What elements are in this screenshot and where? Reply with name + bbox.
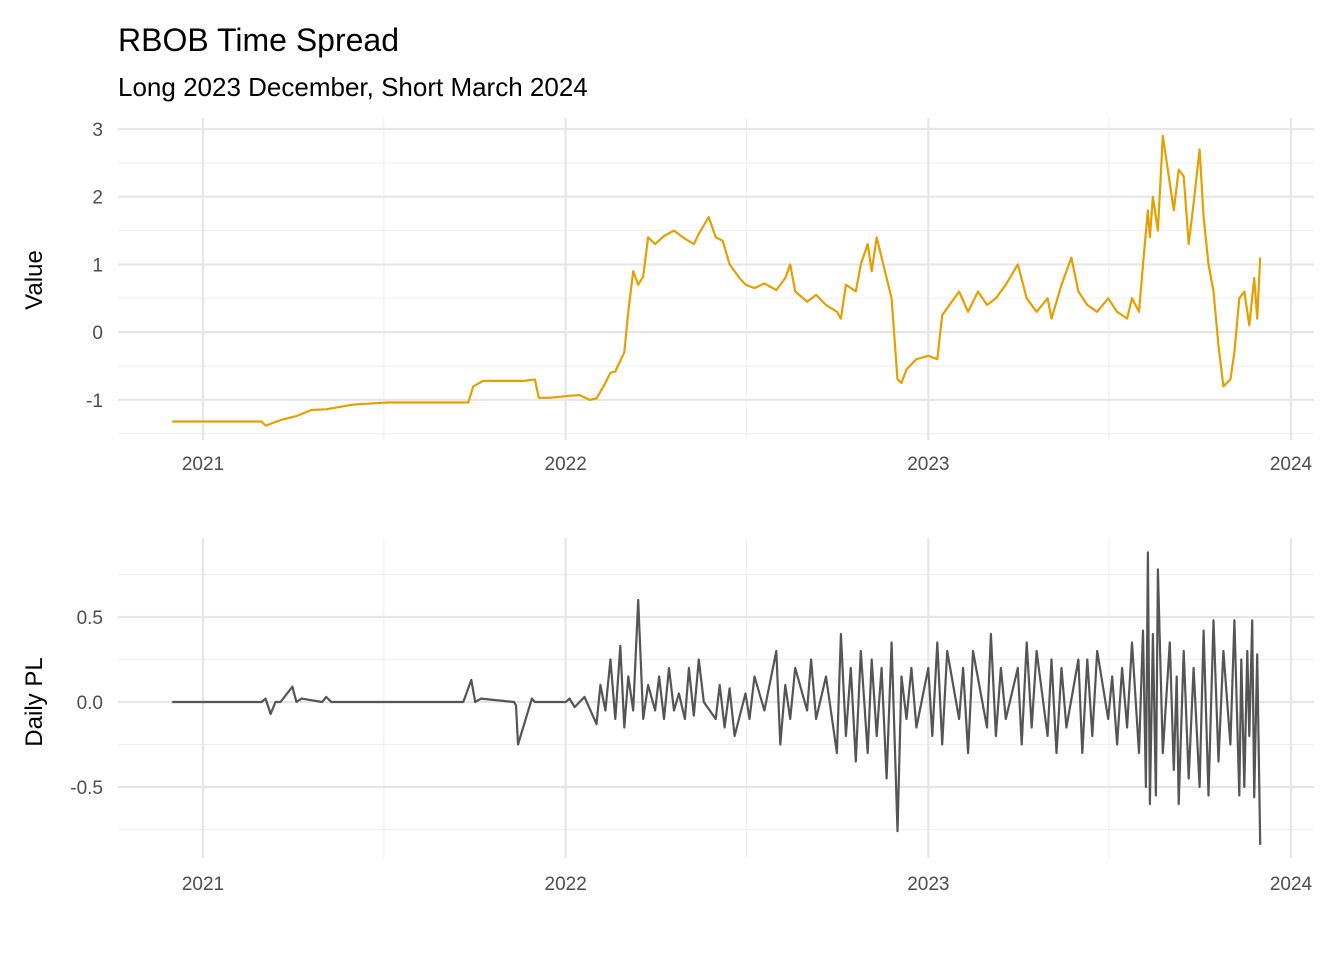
- value-panel: -1 0 1 2 3 2021 2022 2023 2024 Value: [21, 118, 1314, 475]
- daily-pl-panel: -0.5 0.0 0.5 2021 2022 2023 2024 Daily PL: [21, 538, 1314, 895]
- x-tick-label: 2024: [1270, 454, 1313, 475]
- chart-title: RBOB Time Spread: [118, 22, 399, 58]
- x-tick-label: 2024: [1270, 874, 1313, 895]
- y-tick-label: -0.5: [70, 778, 103, 799]
- series-line: [172, 134, 1262, 427]
- y-tick-label: 2: [92, 188, 103, 209]
- x-tick-label: 2023: [907, 454, 949, 475]
- y-tick-label: 0.0: [77, 693, 103, 714]
- y-tick-label: 0.5: [77, 608, 103, 629]
- y-tick-label: 1: [92, 255, 103, 276]
- y-tick-label: 0: [92, 323, 103, 344]
- x-tick-label: 2021: [182, 874, 224, 895]
- x-tick-label: 2022: [545, 874, 587, 895]
- x-tick-label: 2022: [545, 454, 587, 475]
- series-line: [172, 551, 1262, 845]
- y-axis-label: Daily PL: [21, 657, 48, 746]
- y-tick-label: 3: [92, 120, 103, 141]
- y-axis-label: Value: [21, 250, 48, 310]
- x-tick-label: 2023: [907, 874, 949, 895]
- x-tick-label: 2021: [182, 454, 224, 475]
- chart-subtitle: Long 2023 December, Short March 2024: [118, 72, 588, 102]
- y-tick-label: -1: [86, 391, 103, 412]
